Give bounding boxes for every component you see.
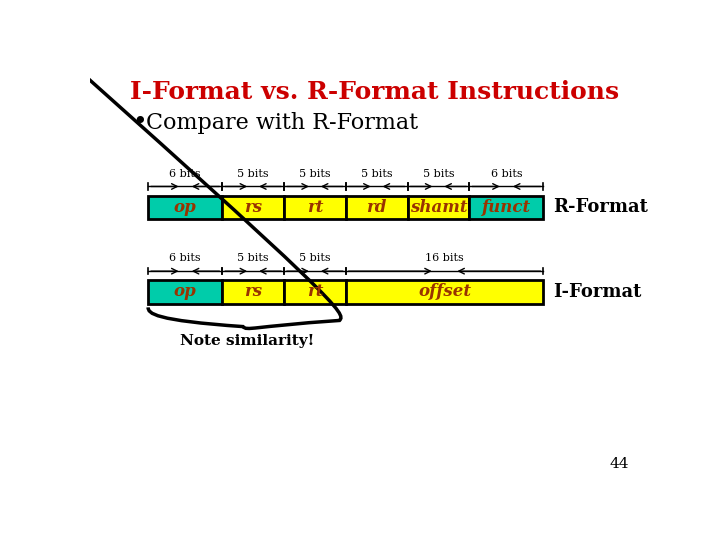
Text: 16 bits: 16 bits xyxy=(426,253,464,264)
Bar xyxy=(222,195,284,219)
Text: rt: rt xyxy=(307,199,323,216)
Bar xyxy=(346,195,408,219)
Text: shamt: shamt xyxy=(410,199,467,216)
Bar xyxy=(284,280,346,303)
Text: op: op xyxy=(174,199,197,216)
Bar xyxy=(408,195,469,219)
Bar xyxy=(284,195,346,219)
Text: op: op xyxy=(174,284,197,300)
Text: I-Format vs. R-Format Instructions: I-Format vs. R-Format Instructions xyxy=(130,80,619,104)
Text: Compare with R-Format: Compare with R-Format xyxy=(145,112,418,133)
Text: Note similarity!: Note similarity! xyxy=(180,334,314,348)
Text: 5 bits: 5 bits xyxy=(238,169,269,179)
Text: rd: rd xyxy=(366,199,387,216)
Bar xyxy=(148,195,222,219)
Text: 6 bits: 6 bits xyxy=(169,253,201,264)
Text: I-Format: I-Format xyxy=(553,283,641,301)
Text: 5 bits: 5 bits xyxy=(299,169,330,179)
Text: •: • xyxy=(132,111,148,134)
Text: 5 bits: 5 bits xyxy=(361,169,392,179)
Text: 44: 44 xyxy=(609,457,629,471)
Bar xyxy=(469,195,544,219)
Text: 5 bits: 5 bits xyxy=(238,253,269,264)
Text: rs: rs xyxy=(244,284,262,300)
Text: rt: rt xyxy=(307,284,323,300)
Bar xyxy=(346,280,544,303)
Text: rs: rs xyxy=(244,199,262,216)
Text: 6 bits: 6 bits xyxy=(490,169,522,179)
Text: 5 bits: 5 bits xyxy=(423,169,454,179)
Text: offset: offset xyxy=(418,284,471,300)
Text: 6 bits: 6 bits xyxy=(169,169,201,179)
Text: 5 bits: 5 bits xyxy=(299,253,330,264)
Text: funct: funct xyxy=(482,199,531,216)
Text: R-Format: R-Format xyxy=(553,198,647,216)
Bar xyxy=(222,280,284,303)
Bar xyxy=(148,280,222,303)
